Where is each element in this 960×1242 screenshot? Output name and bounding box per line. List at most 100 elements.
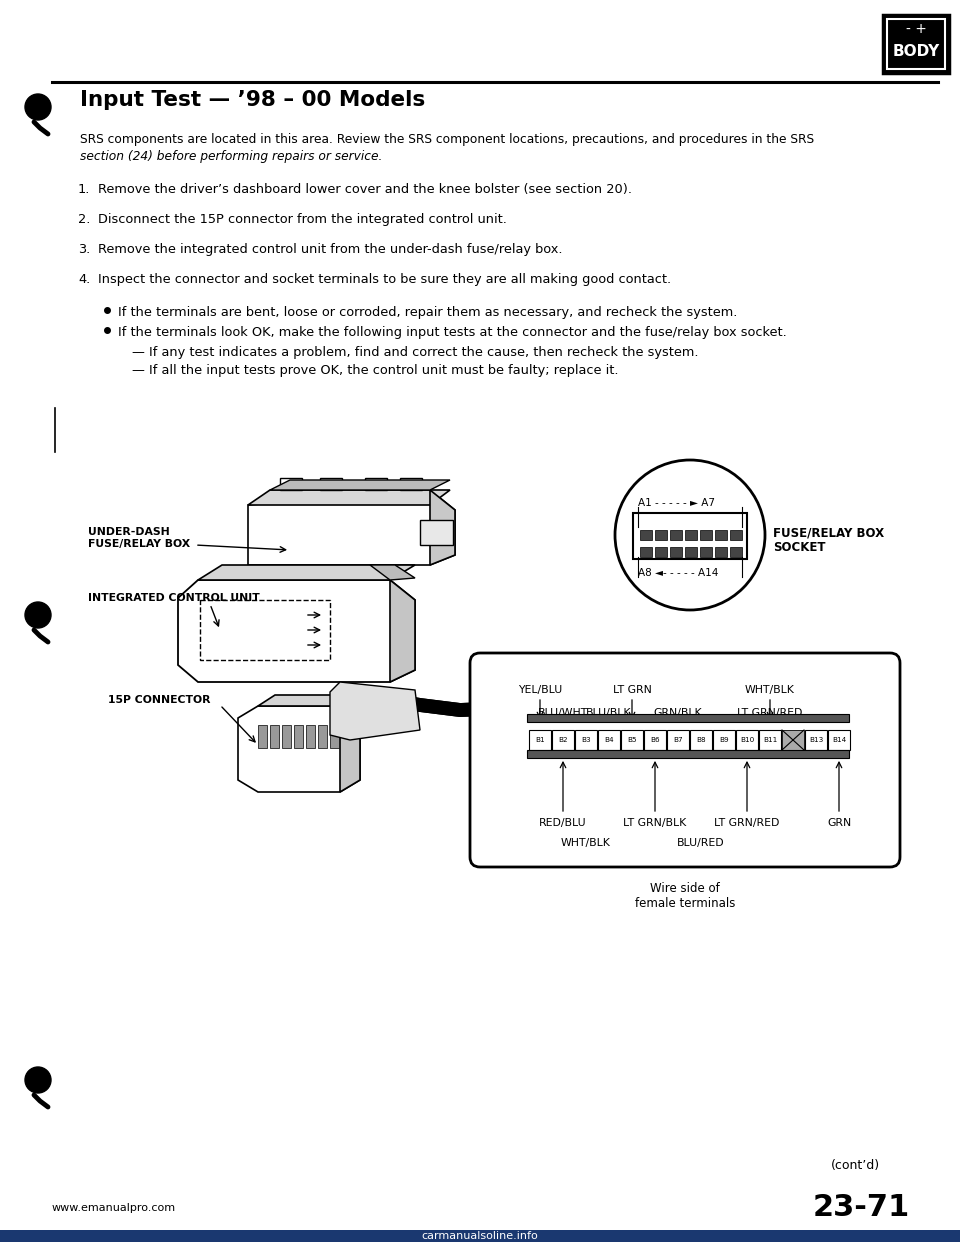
Text: 4.: 4.: [78, 273, 90, 286]
Text: BLU/WHT: BLU/WHT: [538, 708, 588, 718]
Text: INTEGRATED CONTROL UNIT: INTEGRATED CONTROL UNIT: [88, 592, 260, 604]
Text: GRN/BLK: GRN/BLK: [654, 708, 703, 718]
Polygon shape: [248, 491, 450, 505]
Polygon shape: [270, 479, 450, 491]
FancyBboxPatch shape: [700, 530, 712, 540]
FancyBboxPatch shape: [670, 546, 682, 556]
Text: WHT/BLK: WHT/BLK: [561, 838, 611, 848]
Bar: [736, 730, 758, 750]
Text: B5: B5: [627, 737, 636, 743]
Polygon shape: [280, 484, 307, 491]
FancyBboxPatch shape: [883, 15, 949, 73]
Bar: [598, 730, 620, 750]
Polygon shape: [198, 565, 415, 580]
Text: LT GRN/BLK: LT GRN/BLK: [623, 818, 686, 828]
Circle shape: [25, 94, 51, 120]
FancyBboxPatch shape: [640, 530, 652, 540]
Text: LT GRN/RED: LT GRN/RED: [714, 818, 780, 828]
FancyBboxPatch shape: [715, 530, 727, 540]
Text: A1 - - - - - ► A7: A1 - - - - - ► A7: [638, 498, 715, 508]
Text: B7: B7: [673, 737, 683, 743]
Polygon shape: [280, 478, 302, 491]
Text: — If any test indicates a problem, find and correct the cause, then recheck the : — If any test indicates a problem, find …: [132, 347, 699, 359]
Polygon shape: [390, 580, 415, 682]
Text: GRN: GRN: [827, 818, 852, 828]
Text: B10: B10: [740, 737, 755, 743]
Text: B1: B1: [535, 737, 545, 743]
Text: B6: B6: [650, 737, 660, 743]
Text: 1.: 1.: [78, 183, 90, 196]
Polygon shape: [178, 580, 415, 682]
FancyBboxPatch shape: [640, 546, 652, 556]
Text: WHT/BLK: WHT/BLK: [745, 686, 795, 696]
FancyBboxPatch shape: [730, 530, 742, 540]
Polygon shape: [340, 705, 360, 792]
FancyBboxPatch shape: [633, 513, 747, 559]
Bar: [527, 714, 849, 722]
Text: B14: B14: [832, 737, 846, 743]
Text: B11: B11: [763, 737, 778, 743]
FancyBboxPatch shape: [715, 546, 727, 556]
Bar: [575, 730, 597, 750]
Text: 15P CONNECTOR: 15P CONNECTOR: [108, 696, 210, 705]
Polygon shape: [330, 725, 339, 748]
Text: BLU/BLK: BLU/BLK: [587, 708, 632, 718]
Polygon shape: [238, 705, 360, 792]
Circle shape: [615, 460, 765, 610]
Text: B2: B2: [558, 737, 567, 743]
Bar: [644, 730, 666, 750]
Text: Inspect the connector and socket terminals to be sure they are all making good c: Inspect the connector and socket termina…: [98, 273, 671, 286]
Bar: [621, 730, 643, 750]
Polygon shape: [248, 491, 455, 565]
FancyBboxPatch shape: [685, 530, 697, 540]
Circle shape: [25, 602, 51, 628]
Text: Remove the integrated control unit from the under-dash fuse/relay box.: Remove the integrated control unit from …: [98, 243, 563, 256]
Bar: [828, 730, 850, 750]
Text: LT GRN/RED: LT GRN/RED: [737, 708, 803, 718]
Polygon shape: [294, 725, 303, 748]
Text: FUSE/RELAY BOX
SOCKET: FUSE/RELAY BOX SOCKET: [773, 527, 884, 554]
FancyBboxPatch shape: [655, 546, 667, 556]
Text: Remove the driver’s dashboard lower cover and the knee bolster (see section 20).: Remove the driver’s dashboard lower cove…: [98, 183, 632, 196]
Text: Wire side of
female terminals: Wire side of female terminals: [635, 882, 735, 910]
Polygon shape: [306, 725, 315, 748]
Text: B3: B3: [581, 737, 590, 743]
Text: (cont’d): (cont’d): [830, 1159, 880, 1171]
Text: B9: B9: [719, 737, 729, 743]
Text: BODY: BODY: [893, 43, 940, 58]
Polygon shape: [320, 478, 342, 491]
Text: Disconnect the 15P connector from the integrated control unit.: Disconnect the 15P connector from the in…: [98, 212, 507, 226]
Polygon shape: [400, 484, 427, 491]
Text: www.emanualpro.com: www.emanualpro.com: [52, 1203, 176, 1213]
FancyBboxPatch shape: [470, 653, 900, 867]
Text: If the terminals are bent, loose or corroded, repair them as necessary, and rech: If the terminals are bent, loose or corr…: [118, 306, 737, 319]
FancyBboxPatch shape: [700, 546, 712, 556]
Polygon shape: [320, 484, 347, 491]
Polygon shape: [365, 484, 392, 491]
Text: A8 ◄- - - - - A14: A8 ◄- - - - - A14: [638, 568, 718, 578]
Text: UNDER-DASH
FUSE/RELAY BOX: UNDER-DASH FUSE/RELAY BOX: [88, 527, 190, 549]
Text: 3.: 3.: [78, 243, 90, 256]
Polygon shape: [430, 491, 455, 565]
Bar: [667, 730, 689, 750]
Text: 2.: 2.: [78, 212, 90, 226]
Text: BLU/RED: BLU/RED: [677, 838, 725, 848]
FancyBboxPatch shape: [887, 19, 945, 70]
Text: — If all the input tests prove OK, the control unit must be faulty; replace it.: — If all the input tests prove OK, the c…: [132, 364, 618, 378]
Text: B13: B13: [809, 737, 823, 743]
Bar: [713, 730, 735, 750]
Polygon shape: [370, 565, 415, 580]
Bar: [759, 730, 781, 750]
Circle shape: [25, 1067, 51, 1093]
Text: carmanualsoline.info: carmanualsoline.info: [421, 1231, 539, 1241]
Text: LT GRN: LT GRN: [612, 686, 652, 696]
Text: section (24) before performing repairs or service.: section (24) before performing repairs o…: [80, 150, 382, 163]
Text: SRS components are located in this area. Review the SRS component locations, pre: SRS components are located in this area.…: [80, 133, 814, 147]
Polygon shape: [365, 478, 387, 491]
Bar: [782, 730, 804, 750]
Text: Input Test — ’98 – 00 Models: Input Test — ’98 – 00 Models: [80, 89, 425, 111]
FancyBboxPatch shape: [670, 530, 682, 540]
Text: RED/BLU: RED/BLU: [540, 818, 587, 828]
Polygon shape: [318, 725, 327, 748]
Polygon shape: [258, 725, 267, 748]
